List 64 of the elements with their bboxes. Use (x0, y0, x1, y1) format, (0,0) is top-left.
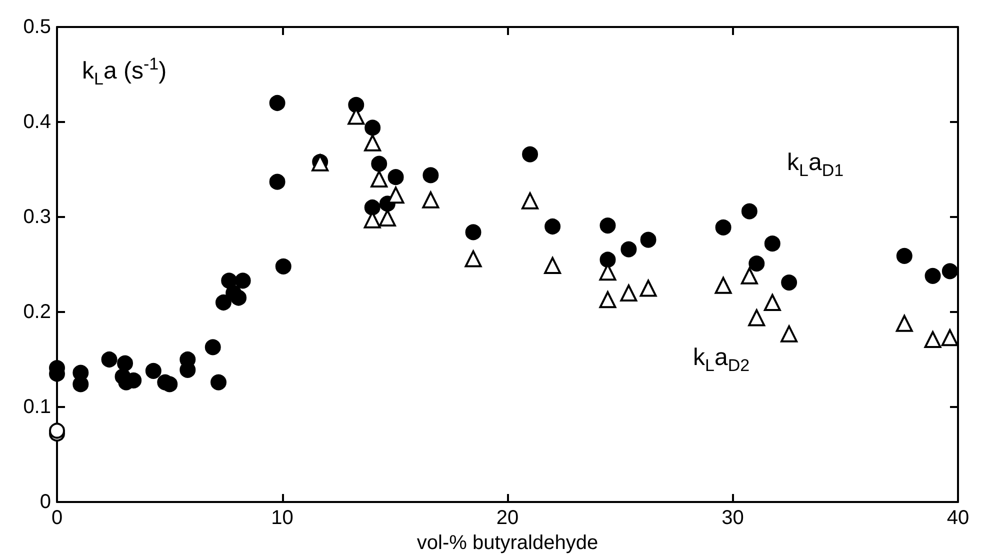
point (234, 272, 251, 289)
point (422, 191, 440, 208)
point (748, 256, 765, 272)
point (210, 374, 227, 390)
point (740, 267, 758, 284)
point (269, 95, 286, 111)
point (620, 241, 637, 258)
point (49, 422, 65, 439)
point (741, 203, 758, 220)
point (715, 219, 732, 236)
point (275, 258, 292, 274)
point (145, 362, 162, 379)
point (764, 236, 780, 252)
y-tick-label: 0 (40, 491, 51, 513)
point (748, 309, 766, 326)
point (544, 218, 561, 234)
point (230, 290, 247, 306)
point (600, 252, 616, 268)
point (364, 120, 381, 136)
y-tick-label: 0.2 (23, 301, 51, 323)
point (522, 192, 539, 210)
y-tick-label: 0.4 (23, 111, 51, 133)
point (924, 268, 941, 284)
point (522, 146, 538, 162)
point (364, 200, 380, 216)
point (640, 232, 656, 248)
point (204, 339, 221, 356)
x-axis-title: vol-% butyraldehyde (416, 532, 598, 554)
point (544, 256, 562, 274)
y-axis-title: k$_{L}$a (s$^{-1}$) (82, 54, 167, 90)
point (781, 274, 798, 291)
annotation: k$_{L}$a$_{D1}$ (787, 149, 844, 181)
x-tick-label: 20 (496, 507, 519, 529)
point (388, 169, 404, 186)
y-tick-label: 0.1 (23, 396, 51, 418)
point (941, 329, 958, 346)
y-tick-label: 0.5 (23, 16, 51, 38)
point (371, 156, 388, 172)
point (269, 174, 286, 190)
point (714, 276, 732, 294)
point (924, 331, 942, 348)
x-tick-label: 40 (946, 507, 970, 529)
y-tick-label: 0.3 (23, 206, 51, 228)
point (465, 224, 482, 240)
point (780, 325, 798, 342)
x-tick-label: 10 (271, 507, 294, 529)
point (370, 170, 388, 188)
point (896, 248, 912, 264)
x-tick-label: 30 (722, 507, 744, 529)
annotation: k$_{L}$a$_{D2}$ (693, 344, 750, 376)
point (348, 96, 364, 113)
point (599, 291, 616, 308)
point (620, 284, 638, 302)
point (117, 355, 134, 372)
point (942, 263, 958, 280)
point (896, 314, 913, 332)
point (364, 134, 382, 152)
point (764, 294, 781, 311)
point (464, 250, 482, 268)
point (101, 352, 118, 368)
point (600, 218, 616, 234)
point (640, 280, 657, 297)
point (215, 294, 232, 310)
point (422, 167, 439, 184)
